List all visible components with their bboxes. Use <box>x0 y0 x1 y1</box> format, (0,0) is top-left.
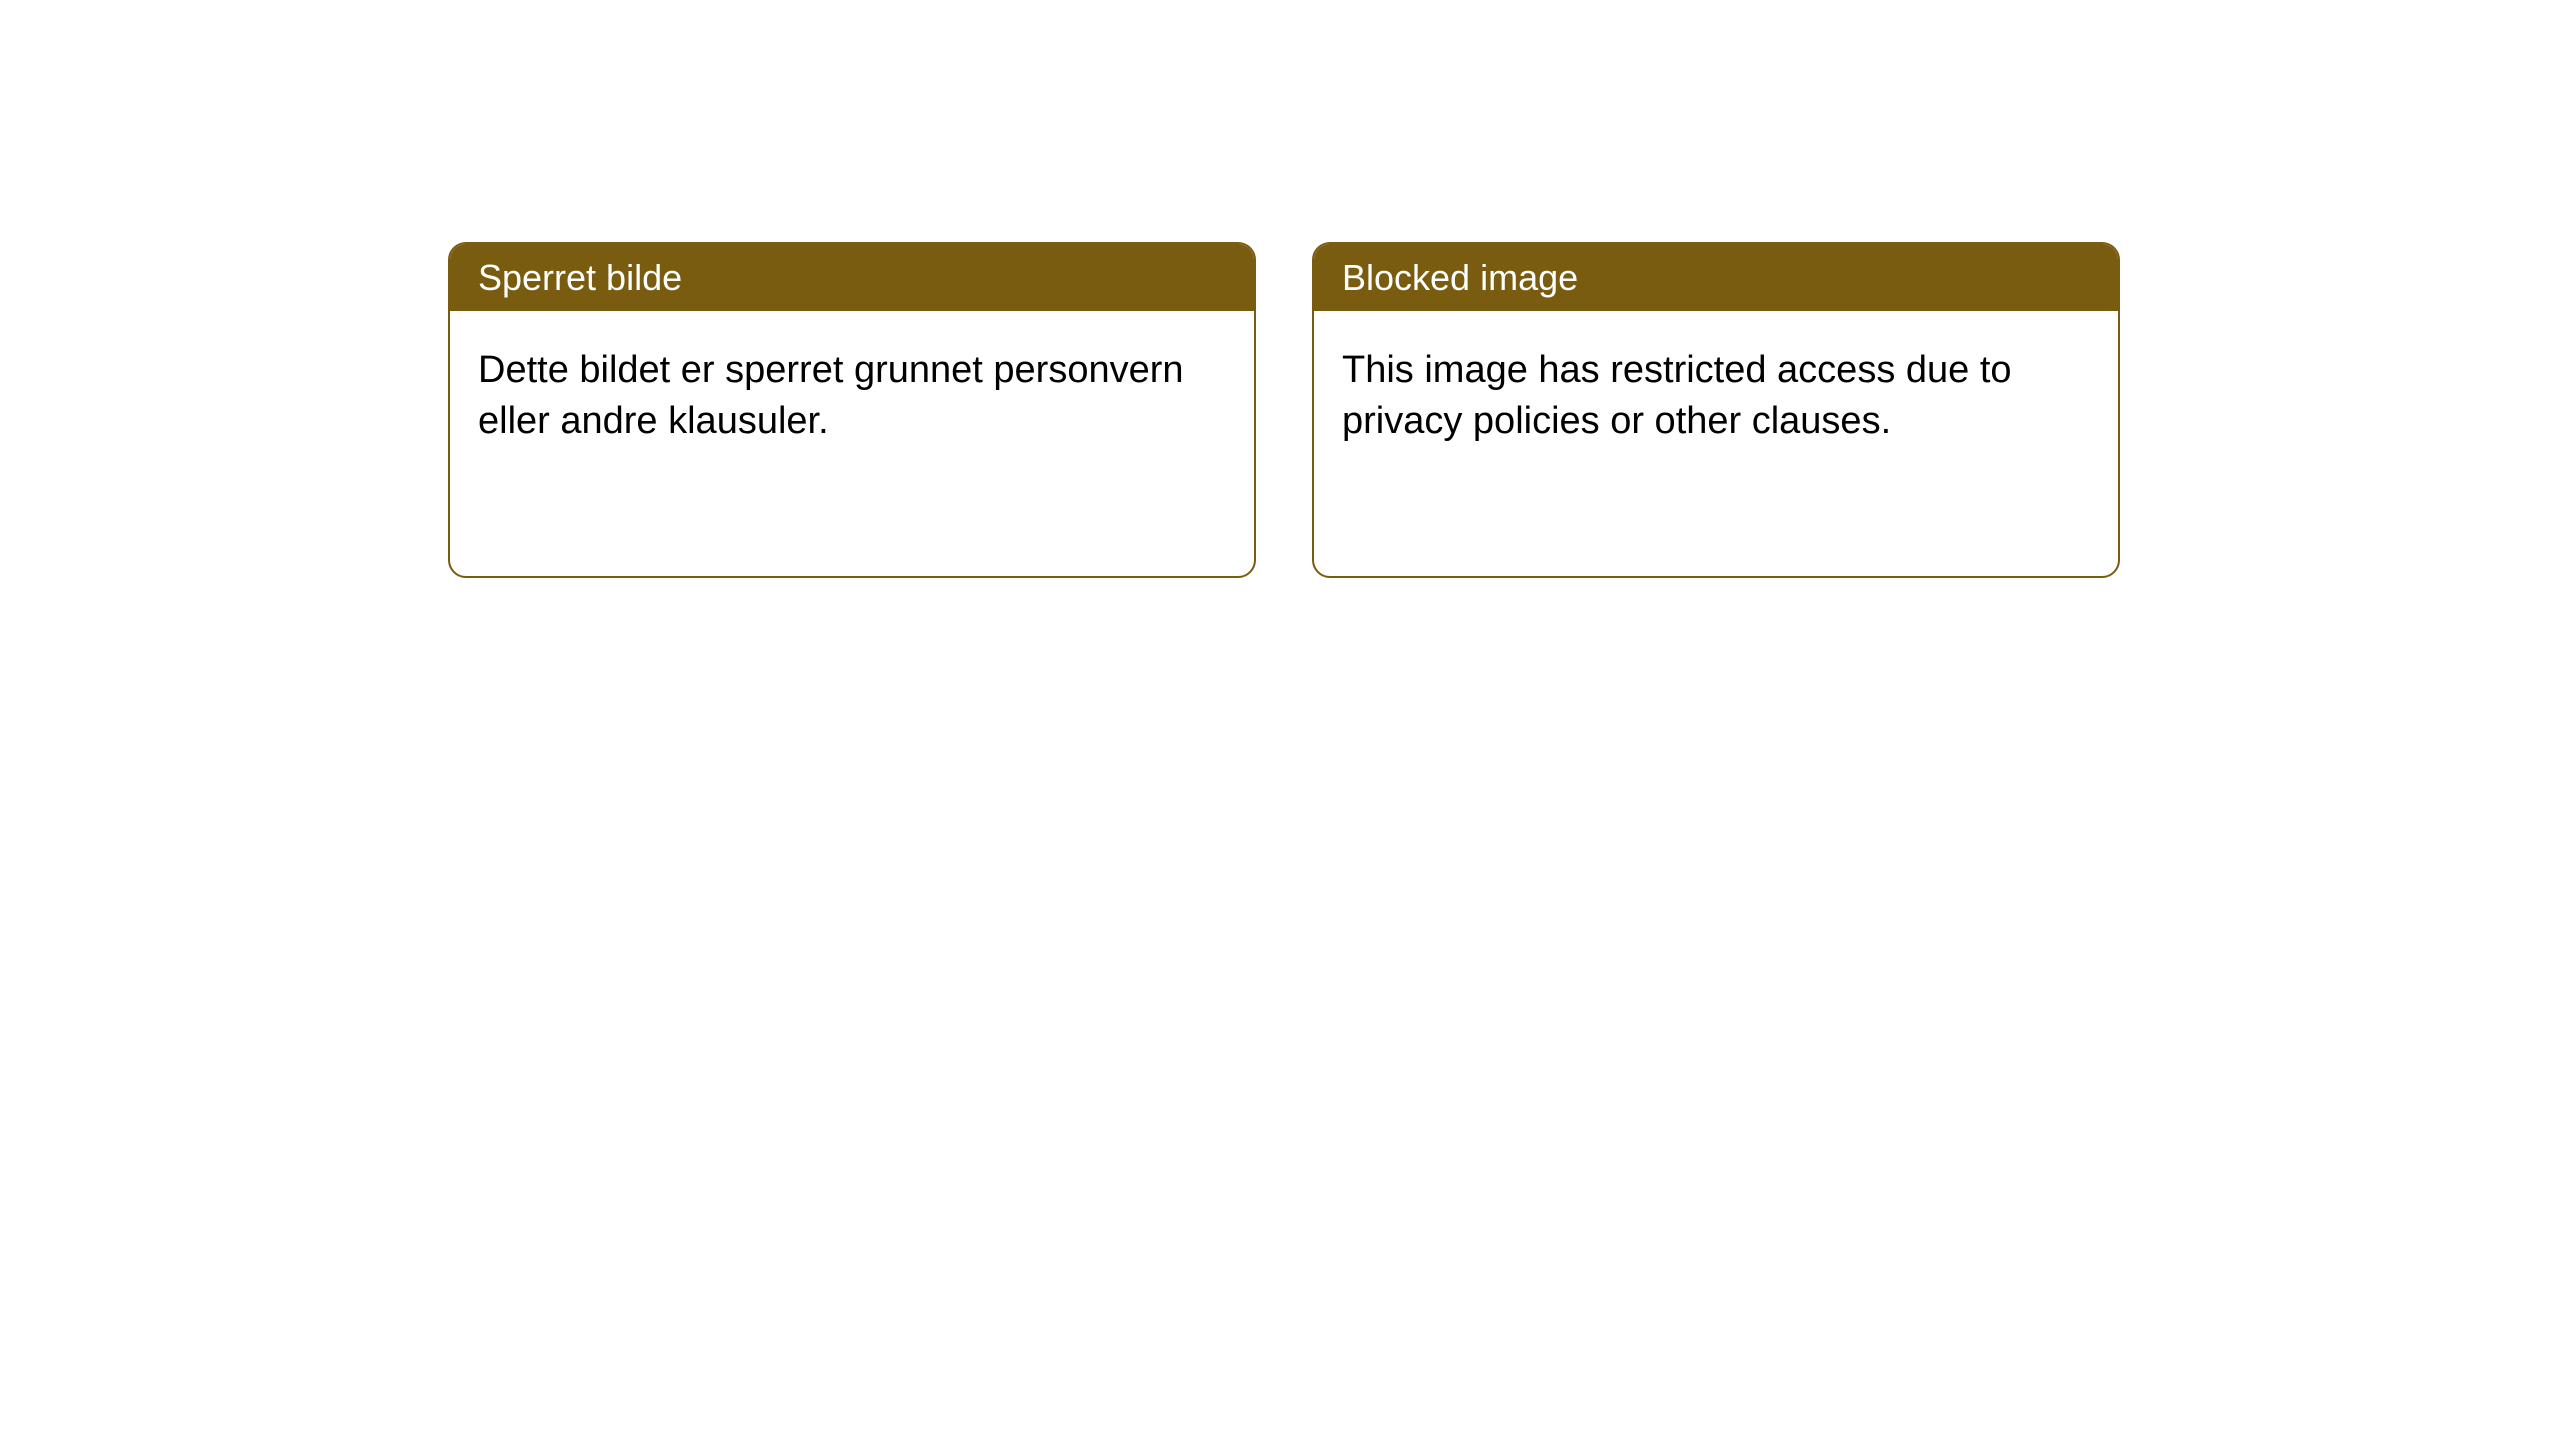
blocked-image-card-en: Blocked image This image has restricted … <box>1312 242 2120 578</box>
blocked-image-card-no: Sperret bilde Dette bildet er sperret gr… <box>448 242 1256 578</box>
card-message: This image has restricted access due to … <box>1314 311 2118 576</box>
notice-container: Sperret bilde Dette bildet er sperret gr… <box>448 242 2120 578</box>
card-message: Dette bildet er sperret grunnet personve… <box>450 311 1254 576</box>
card-title: Sperret bilde <box>450 244 1254 311</box>
card-title: Blocked image <box>1314 244 2118 311</box>
